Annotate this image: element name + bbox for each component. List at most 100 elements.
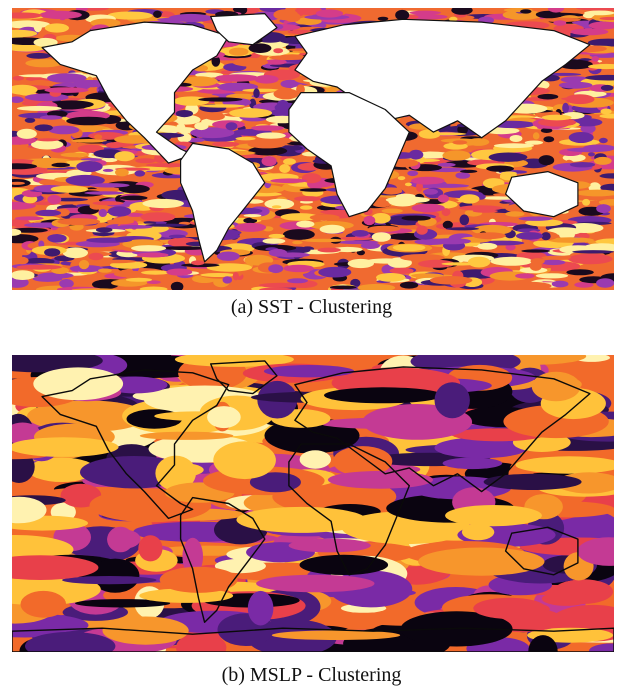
cluster-patch <box>582 198 591 206</box>
cluster-patch <box>77 144 105 153</box>
cluster-patch <box>493 143 534 149</box>
cluster-patch <box>173 96 210 106</box>
cluster-patch <box>301 238 346 243</box>
sst-map-canvas <box>12 8 614 290</box>
continent-greenland-shape <box>209 360 278 395</box>
cluster-patch <box>388 196 418 207</box>
cluster-patch <box>319 224 345 234</box>
cluster-patch <box>387 257 412 268</box>
cluster-patch <box>459 214 470 226</box>
continent-layer <box>12 360 614 652</box>
cluster-patch <box>540 128 553 133</box>
cluster-patch <box>232 272 239 281</box>
cluster-patch <box>40 115 63 120</box>
cluster-patch <box>263 365 355 378</box>
cluster-patch <box>161 246 207 251</box>
cluster-patch <box>299 188 328 192</box>
cluster-patch <box>93 134 103 140</box>
cluster-patch <box>248 43 272 53</box>
cluster-patch <box>86 237 133 243</box>
cluster-patch <box>515 232 544 240</box>
cluster-patch <box>229 108 273 118</box>
cluster-patch <box>395 193 416 199</box>
cluster-patch <box>62 576 157 585</box>
cluster-patch <box>271 630 401 640</box>
cluster-patch <box>268 233 285 239</box>
cluster-patch <box>25 631 116 652</box>
cluster-patch <box>356 250 365 256</box>
continent-south-america-shape <box>180 142 266 263</box>
cluster-patch <box>537 118 577 127</box>
cluster-patch <box>423 188 438 195</box>
cluster-patch <box>389 267 414 274</box>
cluster-patch <box>222 276 233 284</box>
cluster-patch <box>588 21 614 30</box>
cluster-patch <box>442 220 453 229</box>
cluster-patch <box>215 74 259 82</box>
cluster-patch <box>78 259 90 270</box>
cluster-patch <box>131 245 167 252</box>
cluster-patch <box>598 199 614 206</box>
cluster-patch <box>423 183 469 188</box>
cluster-patch <box>441 208 451 217</box>
cluster-patch <box>529 261 542 271</box>
cluster-patch <box>416 181 423 192</box>
cluster-patch <box>399 281 419 289</box>
cluster-patch <box>12 29 38 38</box>
cluster-patch <box>76 161 103 172</box>
cluster-patch <box>251 125 285 131</box>
cluster-patch <box>283 229 315 240</box>
cluster-patch <box>531 371 581 402</box>
cluster-patch <box>12 181 25 185</box>
cluster-patch <box>39 10 82 19</box>
cluster-patch <box>101 157 118 163</box>
cluster-patch <box>106 218 135 225</box>
cluster-patch <box>296 220 315 228</box>
cluster-patch <box>181 263 220 268</box>
cluster-patch <box>294 196 321 202</box>
cluster-patch <box>217 82 259 92</box>
continent-africa-shape <box>288 91 410 218</box>
cluster-patch <box>568 132 594 143</box>
continent-australia-shape <box>504 526 579 576</box>
cluster-patch <box>212 141 240 147</box>
cluster-patch <box>318 266 352 278</box>
cluster-patch <box>115 168 129 177</box>
cluster-patch <box>170 281 184 290</box>
cluster-patch <box>261 156 277 167</box>
cluster-patch <box>508 281 552 290</box>
cluster-patch <box>490 256 533 266</box>
cluster-patch <box>473 597 546 619</box>
cluster-patch <box>424 132 467 136</box>
cluster-patch <box>174 355 294 367</box>
cluster-patch <box>538 155 555 166</box>
cluster-patch <box>62 247 88 259</box>
cluster-patch <box>505 211 525 217</box>
cluster-patch <box>562 102 569 114</box>
continent-europe-asia-shape <box>294 366 591 493</box>
cluster-patch <box>12 96 24 103</box>
cluster-patch <box>558 81 593 89</box>
cluster-patch <box>459 194 480 204</box>
cluster-patch <box>248 146 288 156</box>
cluster-patch <box>320 209 354 215</box>
cluster-patch <box>583 144 614 152</box>
cluster-patch <box>84 191 125 195</box>
cluster-patch <box>568 253 613 265</box>
cluster-patch <box>283 264 315 273</box>
cluster-patch <box>16 105 62 111</box>
cluster-patch <box>576 8 614 11</box>
continent-layer <box>41 12 591 263</box>
cluster-patch <box>546 72 582 76</box>
cluster-patch <box>14 216 44 221</box>
cluster-patch <box>351 230 369 237</box>
cluster-patch <box>448 16 458 22</box>
cluster-patch <box>198 97 243 102</box>
cluster-patch <box>235 222 267 232</box>
cluster-patch <box>114 151 135 162</box>
cluster-patch <box>31 139 64 150</box>
cluster-patch <box>269 54 308 61</box>
cluster-patch <box>565 94 595 105</box>
cluster-patch <box>256 132 286 139</box>
cluster-patch <box>451 8 473 15</box>
